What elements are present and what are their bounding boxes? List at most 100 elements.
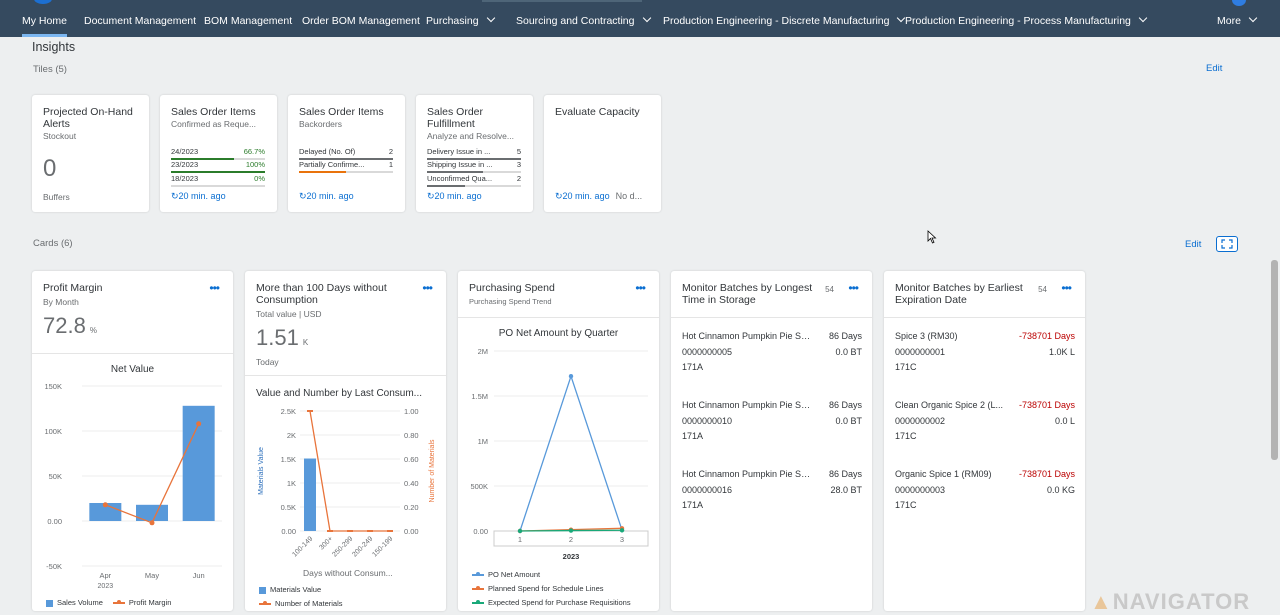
card-profit-margin[interactable]: Profit Margin ••• By Month 72.8% Net Val… [32, 271, 233, 611]
chart-legend: PO Net Amount Planned Spend for Schedule… [472, 570, 631, 607]
batch-plant: 171A [682, 362, 704, 372]
card-kpi: 72.8% [43, 313, 97, 339]
legend-label: Profit Margin [128, 598, 172, 607]
legend-item-number-of-materials[interactable]: Number of Materials [259, 599, 343, 608]
list-item[interactable]: Hot Cinnamon Pumpkin Pie Se... 86 Days 00… [682, 398, 862, 445]
legend-label: Number of Materials [275, 599, 343, 608]
nav-label: Order BOM Management [302, 15, 420, 27]
list-item[interactable]: Clean Organic Spice 2 (L... -738701 Days … [895, 398, 1075, 445]
nav-production-discrete[interactable]: Production Engineering - Discrete Manufa… [663, 0, 906, 37]
tile-refresh[interactable]: ↻20 min. ago No d... [555, 191, 642, 202]
list-item[interactable]: Hot Cinnamon Pumpkin Pie Se... 86 Days 00… [682, 329, 862, 376]
batch-id: 0000000003 [895, 484, 946, 495]
card-days-without-consumption[interactable]: More than 100 Days without Consumption •… [245, 271, 446, 611]
legend-item-sales-volume[interactable]: Sales Volume [46, 598, 103, 607]
list-item[interactable]: Hot Cinnamon Pumpkin Pie Se... 86 Days 00… [682, 467, 862, 514]
y2-tick-label: 0.60 [404, 455, 419, 464]
x-tick-label: 300+ [318, 535, 334, 551]
nav-document-management[interactable]: Document Management [84, 0, 196, 37]
y-tick-label: -50K [46, 562, 62, 571]
legend-label: Sales Volume [57, 598, 103, 607]
y-tick-label: 2M [478, 347, 488, 356]
y2-tick-label: 0.40 [404, 479, 419, 488]
nav-my-home[interactable]: My Home [22, 0, 67, 37]
x-tick-label: 2 [569, 535, 573, 544]
y-tick-label: 1M [478, 437, 488, 446]
more-options-icon[interactable]: ••• [209, 281, 220, 295]
tile-sales-order-items-confirmed[interactable]: Sales Order Items Confirmed as Reque... … [160, 95, 277, 212]
legend-item-planned-spend[interactable]: Planned Spend for Schedule Lines [472, 584, 604, 593]
list-item[interactable]: Organic Spice 1 (RM09) -738701 Days 00000… [895, 467, 1075, 514]
batch-name: Organic Spice 1 (RM09) [895, 469, 992, 479]
bar-fill [299, 171, 346, 173]
more-options-icon[interactable]: ••• [848, 281, 859, 295]
cards-edit-link[interactable]: Edit [1185, 239, 1202, 250]
x-tick-label: 1 [518, 535, 522, 544]
list-item[interactable]: Spice 3 (RM30) -738701 Days 0000000001 1.0… [895, 329, 1075, 376]
user-avatar[interactable] [1232, 0, 1246, 6]
tile-refresh[interactable]: ↻20 min. ago [171, 191, 226, 202]
nav-more[interactable]: More [1217, 0, 1258, 37]
tile-bar-row: Unconfirmed Qua... 2 [427, 174, 521, 187]
more-options-icon[interactable]: ••• [1061, 281, 1072, 295]
chevron-down-icon [1138, 13, 1148, 23]
nav-sourcing-contracting[interactable]: Sourcing and Contracting [516, 0, 651, 37]
x-group-label: 2023 [563, 552, 580, 561]
legend-label: PO Net Amount [488, 570, 541, 579]
tile-subtitle: Stockout [43, 131, 77, 141]
top-navigation-bar: My Home Document Management BOM Manageme… [0, 0, 1280, 37]
batch-qty: 0.0 KG [1046, 484, 1075, 495]
tile-subtitle: Backorders [299, 119, 342, 129]
batch-id: 0000000001 [895, 346, 946, 357]
tiles-section-label: Tiles (5) [33, 64, 67, 75]
legend-item-expected-spend[interactable]: Expected Spend for Purchase Requisitions [472, 598, 631, 607]
batch-days: 86 Days [828, 331, 862, 341]
card-batches-earliest-expiration[interactable]: Monitor Batches by Earliest Expiration D… [884, 271, 1085, 611]
card-divider [671, 317, 872, 318]
bar-label: Delivery Issue in ... [427, 147, 491, 156]
card-purchasing-spend[interactable]: Purchasing Spend ••• Purchasing Spend Tr… [458, 271, 659, 611]
toolbar-edge-decor [482, 0, 642, 2]
y2-tick-label: 0.80 [404, 431, 419, 440]
batch-id: 0000000016 [682, 484, 733, 495]
vertical-scrollbar[interactable] [1271, 260, 1278, 460]
more-options-icon[interactable]: ••• [635, 281, 646, 295]
bar-value: 2 [388, 147, 393, 156]
tile-subtitle: Analyze and Resolve... [427, 131, 514, 141]
consumption-chart: 2.5K 2K 1.5K 1K 0.5K 0.00 1.00 0.80 0.60 0.40 0.20… [258, 407, 436, 559]
batch-id: 0000000005 [682, 346, 733, 357]
legend-item-materials-value[interactable]: Materials Value [259, 585, 321, 594]
nav-order-bom-management[interactable]: Order BOM Management [302, 0, 420, 37]
tile-bar-row: Shipping Issue in ... 3 [427, 160, 521, 173]
nav-label: Sourcing and Contracting [516, 15, 635, 27]
batch-qty: 0.0 BT [835, 415, 862, 426]
bar-fill [299, 158, 393, 160]
bar-value: 1 [388, 160, 393, 169]
tile-refresh[interactable]: ↻20 min. ago [427, 191, 482, 202]
legend-label: Expected Spend for Purchase Requisitions [488, 598, 631, 607]
tile-projected-onhand-alerts[interactable]: Projected On-Hand Alerts Stockout 0 Buff… [32, 95, 149, 212]
tile-title: Sales Order Fulfillment [427, 106, 484, 130]
legend-item-po-net-amount[interactable]: PO Net Amount [472, 570, 540, 579]
tiles-edit-link[interactable]: Edit [1206, 63, 1223, 74]
tile-refresh[interactable]: ↻20 min. ago [299, 191, 354, 202]
legend-item-profit-margin[interactable]: Profit Margin [112, 598, 172, 607]
tile-bar-row: Delivery Issue in ... 5 [427, 147, 521, 160]
nav-production-process[interactable]: Production Engineering - Process Manufac… [905, 0, 1148, 37]
nav-purchasing[interactable]: Purchasing [426, 0, 495, 37]
tile-sales-order-items-backorders[interactable]: Sales Order Items Backorders Delayed (No… [288, 95, 405, 212]
nav-bom-management[interactable]: BOM Management [204, 0, 292, 37]
expand-cards-button[interactable] [1216, 236, 1238, 252]
card-batches-longest-storage[interactable]: Monitor Batches by Longest Time in Stora… [671, 271, 872, 611]
x-group-label: 2023 [98, 583, 114, 590]
bar-fill [171, 171, 265, 173]
card-title: Profit Margin [43, 282, 103, 294]
tile-evaluate-capacity[interactable]: Evaluate Capacity ↻20 min. ago No d... [544, 95, 661, 212]
tile-title: Evaluate Capacity [555, 106, 640, 118]
tile-subtitle: Confirmed as Reque... [171, 119, 257, 129]
more-options-icon[interactable]: ••• [422, 281, 433, 295]
batch-name: Hot Cinnamon Pumpkin Pie Se... [682, 331, 812, 341]
tile-sales-order-fulfillment[interactable]: Sales Order Fulfillment Analyze and Reso… [416, 95, 533, 212]
app-logo [34, 0, 52, 4]
y-tick-label: 1.5M [471, 392, 488, 401]
